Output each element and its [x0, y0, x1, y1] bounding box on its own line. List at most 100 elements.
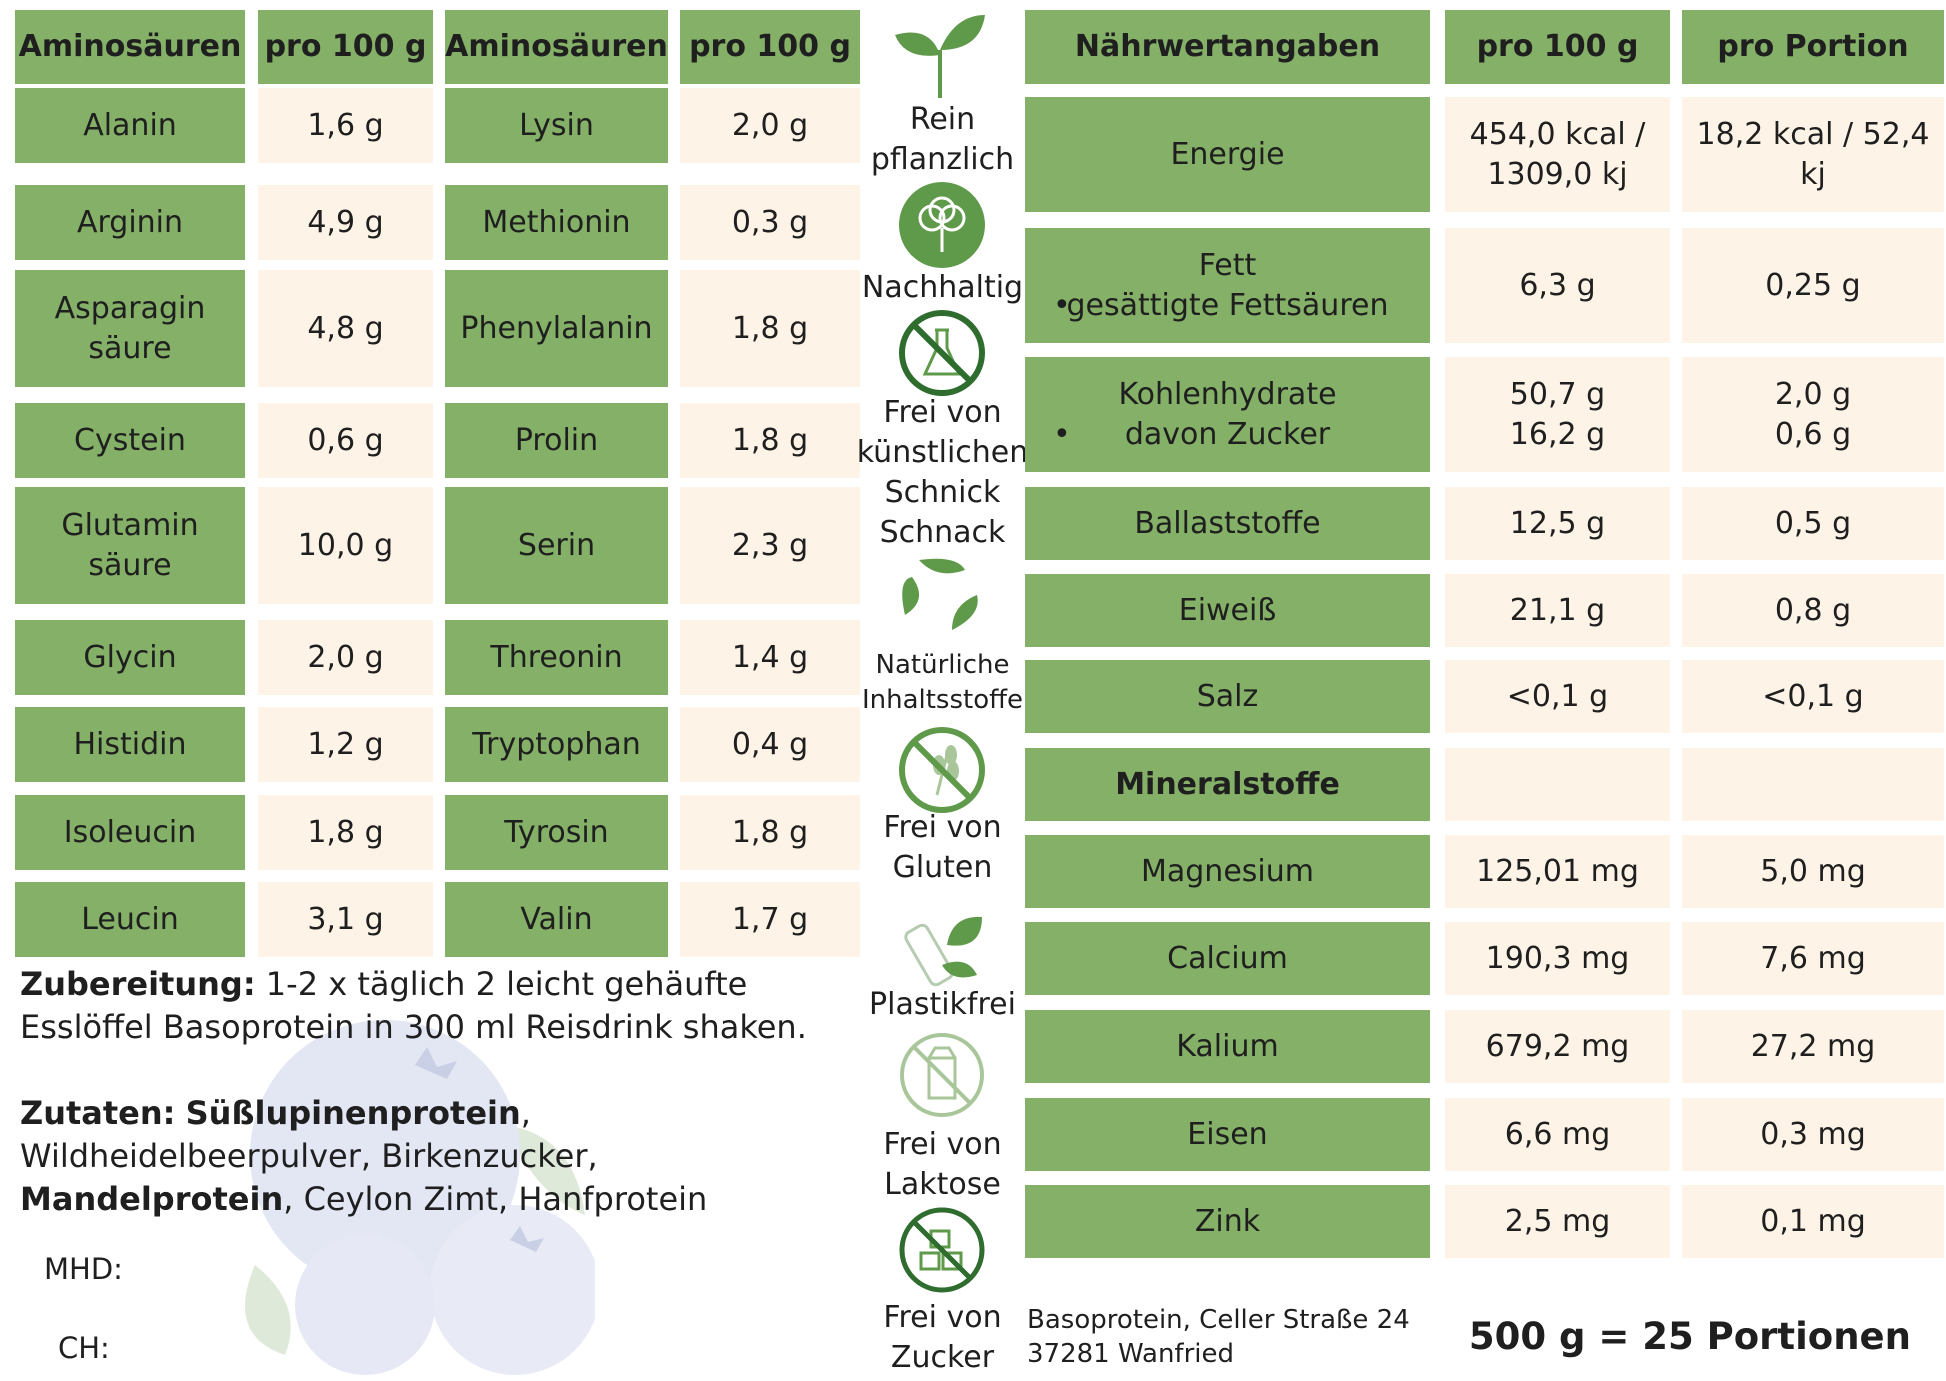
- nutrition-name: Eisen: [1025, 1098, 1430, 1171]
- nutrition-per100: 6,3 g: [1445, 228, 1670, 343]
- nutrition-portion: 0,5 g: [1682, 487, 1944, 560]
- amino-name: Cystein: [15, 403, 245, 478]
- amino-value: 1,7 g: [680, 882, 860, 957]
- cotton-icon: [897, 180, 987, 274]
- nutrition-name: Salz: [1025, 660, 1430, 733]
- nutrition-per100: 2,5 mg: [1445, 1185, 1670, 1258]
- amino-value: 1,6 g: [258, 88, 433, 163]
- amino-name: Tryptophan: [445, 707, 668, 782]
- nutrition-name: Calcium: [1025, 922, 1430, 995]
- nutrition-header-per100: pro 100 g: [1445, 10, 1670, 84]
- portions-summary: 500 g = 25 Portionen: [1468, 1315, 1911, 1358]
- amino-name: Isoleucin: [15, 795, 245, 870]
- nutrition-portion: 0,3 mg: [1682, 1098, 1944, 1171]
- ch-label: CH:: [58, 1331, 110, 1365]
- nutrition-portion: 0,1 mg: [1682, 1185, 1944, 1258]
- amino-value: 0,3 g: [680, 185, 860, 260]
- lactose-free-icon: [897, 1030, 987, 1124]
- nutrition-name: Fett • gesättigte Fettsäuren: [1025, 228, 1430, 343]
- amino-value: 2,0 g: [258, 620, 433, 695]
- amino-name: Threonin: [445, 620, 668, 695]
- amino-value: 0,4 g: [680, 707, 860, 782]
- nutrition-portion: 0,25 g: [1682, 228, 1944, 343]
- preparation-text: Zubereitung: 1-2 x täglich 2 leicht gehä…: [20, 965, 807, 1046]
- amino-value: 4,8 g: [258, 270, 433, 387]
- amino-header-name: Aminosäuren: [445, 10, 668, 84]
- no-chemicals-icon: [897, 308, 987, 402]
- plastic-free-icon: [897, 905, 987, 999]
- nutrition-per100: 125,01 mg: [1445, 835, 1670, 908]
- amino-name: Methionin: [445, 185, 668, 260]
- recycle-leaves-icon: [897, 555, 987, 639]
- notes-section: Zubereitung: 1-2 x täglich 2 leicht gehä…: [20, 963, 860, 1221]
- amino-name: Phenylalanin: [445, 270, 668, 387]
- nutrition-per100: <0,1 g: [1445, 660, 1670, 733]
- address: Basoprotein, Celler Straße 24 37281 Wanf…: [1027, 1303, 1410, 1371]
- nutrition-per100: 50,7 g 16,2 g: [1445, 357, 1670, 472]
- amino-value: 10,0 g: [258, 487, 433, 604]
- amino-name: Glutamin säure: [15, 487, 245, 604]
- nutrition-name: Zink: [1025, 1185, 1430, 1258]
- nutrition-per100: 12,5 g: [1445, 487, 1670, 560]
- feature-label: Plastikfrei: [869, 987, 1016, 1022]
- bullet: •: [1053, 416, 1071, 452]
- nutrition-header-portion: pro Portion: [1682, 10, 1944, 84]
- amino-name: Glycin: [15, 620, 245, 695]
- amino-value: 3,1 g: [258, 882, 433, 957]
- amino-name: Asparagin säure: [15, 270, 245, 387]
- nutrition-portion: 5,0 mg: [1682, 835, 1944, 908]
- nutrition-portion: <0,1 g: [1682, 660, 1944, 733]
- nutrition-per100: 190,3 mg: [1445, 922, 1670, 995]
- amino-name: Leucin: [15, 882, 245, 957]
- amino-header-value: pro 100 g: [680, 10, 860, 84]
- amino-name: Serin: [445, 487, 668, 604]
- amino-value: 4,9 g: [258, 185, 433, 260]
- amino-value: 2,0 g: [680, 88, 860, 163]
- nutrition-portion: 7,6 mg: [1682, 922, 1944, 995]
- mhd-label: MHD:: [44, 1252, 123, 1286]
- bullet: •: [1053, 287, 1071, 323]
- amino-name: Alanin: [15, 88, 245, 163]
- amino-header-name: Aminosäuren: [15, 10, 245, 84]
- amino-name: Prolin: [445, 403, 668, 478]
- amino-name: Valin: [445, 882, 668, 957]
- amino-value: 2,3 g: [680, 487, 860, 604]
- nutrition-portion: 2,0 g 0,6 g: [1682, 357, 1944, 472]
- nutrition-per100: 6,6 mg: [1445, 1098, 1670, 1171]
- feature-label: Natürliche Inhaltsstoffe: [861, 650, 1024, 715]
- nutrition-portion: 0,8 g: [1682, 574, 1944, 647]
- nutrition-name: Kohlenhydrate • davon Zucker: [1025, 357, 1430, 472]
- nutrition-name: Eiweiß: [1025, 574, 1430, 647]
- amino-value: 1,8 g: [680, 403, 860, 478]
- nutrition-portion: [1682, 748, 1944, 821]
- feature-label: Frei von Gluten: [883, 810, 1002, 885]
- amino-value: 0,6 g: [258, 403, 433, 478]
- nutrition-name: Ballaststoffe: [1025, 487, 1430, 560]
- nutrition-per100: 454,0 kcal /1309,0 kj: [1445, 97, 1670, 212]
- amino-value: 1,8 g: [680, 270, 860, 387]
- amino-value: 1,4 g: [680, 620, 860, 695]
- nutrition-per100: 21,1 g: [1445, 574, 1670, 647]
- nutrition-per100: 679,2 mg: [1445, 1010, 1670, 1083]
- nutrition-name: Kalium: [1025, 1010, 1430, 1083]
- leaf-sprout-icon: [885, 10, 995, 104]
- nutrition-portion: 18,2 kcal / 52,4 kj: [1682, 97, 1944, 212]
- amino-name: Tyrosin: [445, 795, 668, 870]
- feature-label: Rein pflanzlich: [870, 102, 1015, 177]
- amino-value: 1,8 g: [680, 795, 860, 870]
- amino-name: Lysin: [445, 88, 668, 163]
- nutrition-name: Mineralstoffe: [1025, 748, 1430, 821]
- gluten-free-icon: [897, 725, 987, 819]
- address-line-1: Basoprotein, Celler Straße 24: [1027, 1305, 1410, 1335]
- feature-label: Frei von Zucker: [883, 1300, 1002, 1375]
- feature-label: Frei von künstlichen Schnick Schnack: [856, 395, 1029, 550]
- blueberry-image: [245, 1020, 595, 1375]
- ingredients-text: Zutaten: Süßlupinenprotein, Wildheidelbe…: [20, 1094, 708, 1218]
- sugar-free-icon: [897, 1205, 987, 1299]
- nutrition-name: Energie: [1025, 97, 1430, 212]
- nutrition-header-name: Nährwertangaben: [1025, 10, 1430, 84]
- amino-name: Histidin: [15, 707, 245, 782]
- nutrition-portion: 27,2 mg: [1682, 1010, 1944, 1083]
- amino-header-value: pro 100 g: [258, 10, 433, 84]
- amino-value: 1,8 g: [258, 795, 433, 870]
